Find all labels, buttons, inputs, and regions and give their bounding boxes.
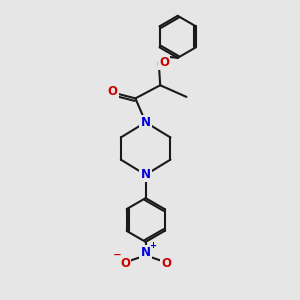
Text: N: N — [141, 168, 151, 181]
Text: N: N — [141, 116, 151, 129]
Text: O: O — [108, 85, 118, 98]
Text: N: N — [141, 246, 151, 259]
Text: −: − — [113, 250, 122, 260]
Text: +: + — [149, 241, 156, 250]
Text: O: O — [159, 56, 169, 69]
Text: O: O — [120, 257, 130, 270]
Text: O: O — [161, 257, 171, 270]
